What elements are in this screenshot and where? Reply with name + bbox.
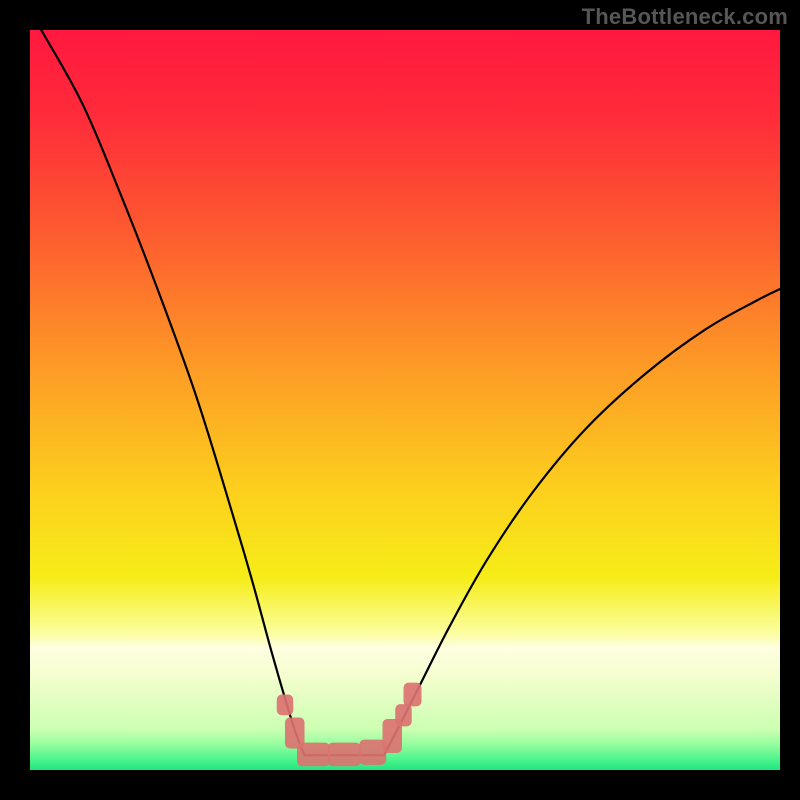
frame-border-left	[0, 0, 30, 800]
marker-point	[359, 740, 386, 765]
gradient-background	[30, 30, 780, 770]
marker-point	[277, 695, 294, 716]
watermark-label: TheBottleneck.com	[582, 4, 788, 30]
plot-area	[30, 30, 780, 770]
frame-border-bottom	[0, 770, 800, 800]
marker-point	[297, 743, 330, 767]
marker-point	[328, 743, 361, 767]
frame-border-right	[780, 0, 800, 800]
marker-point	[395, 704, 412, 726]
marker-point	[404, 683, 422, 707]
chart-svg	[30, 30, 780, 770]
